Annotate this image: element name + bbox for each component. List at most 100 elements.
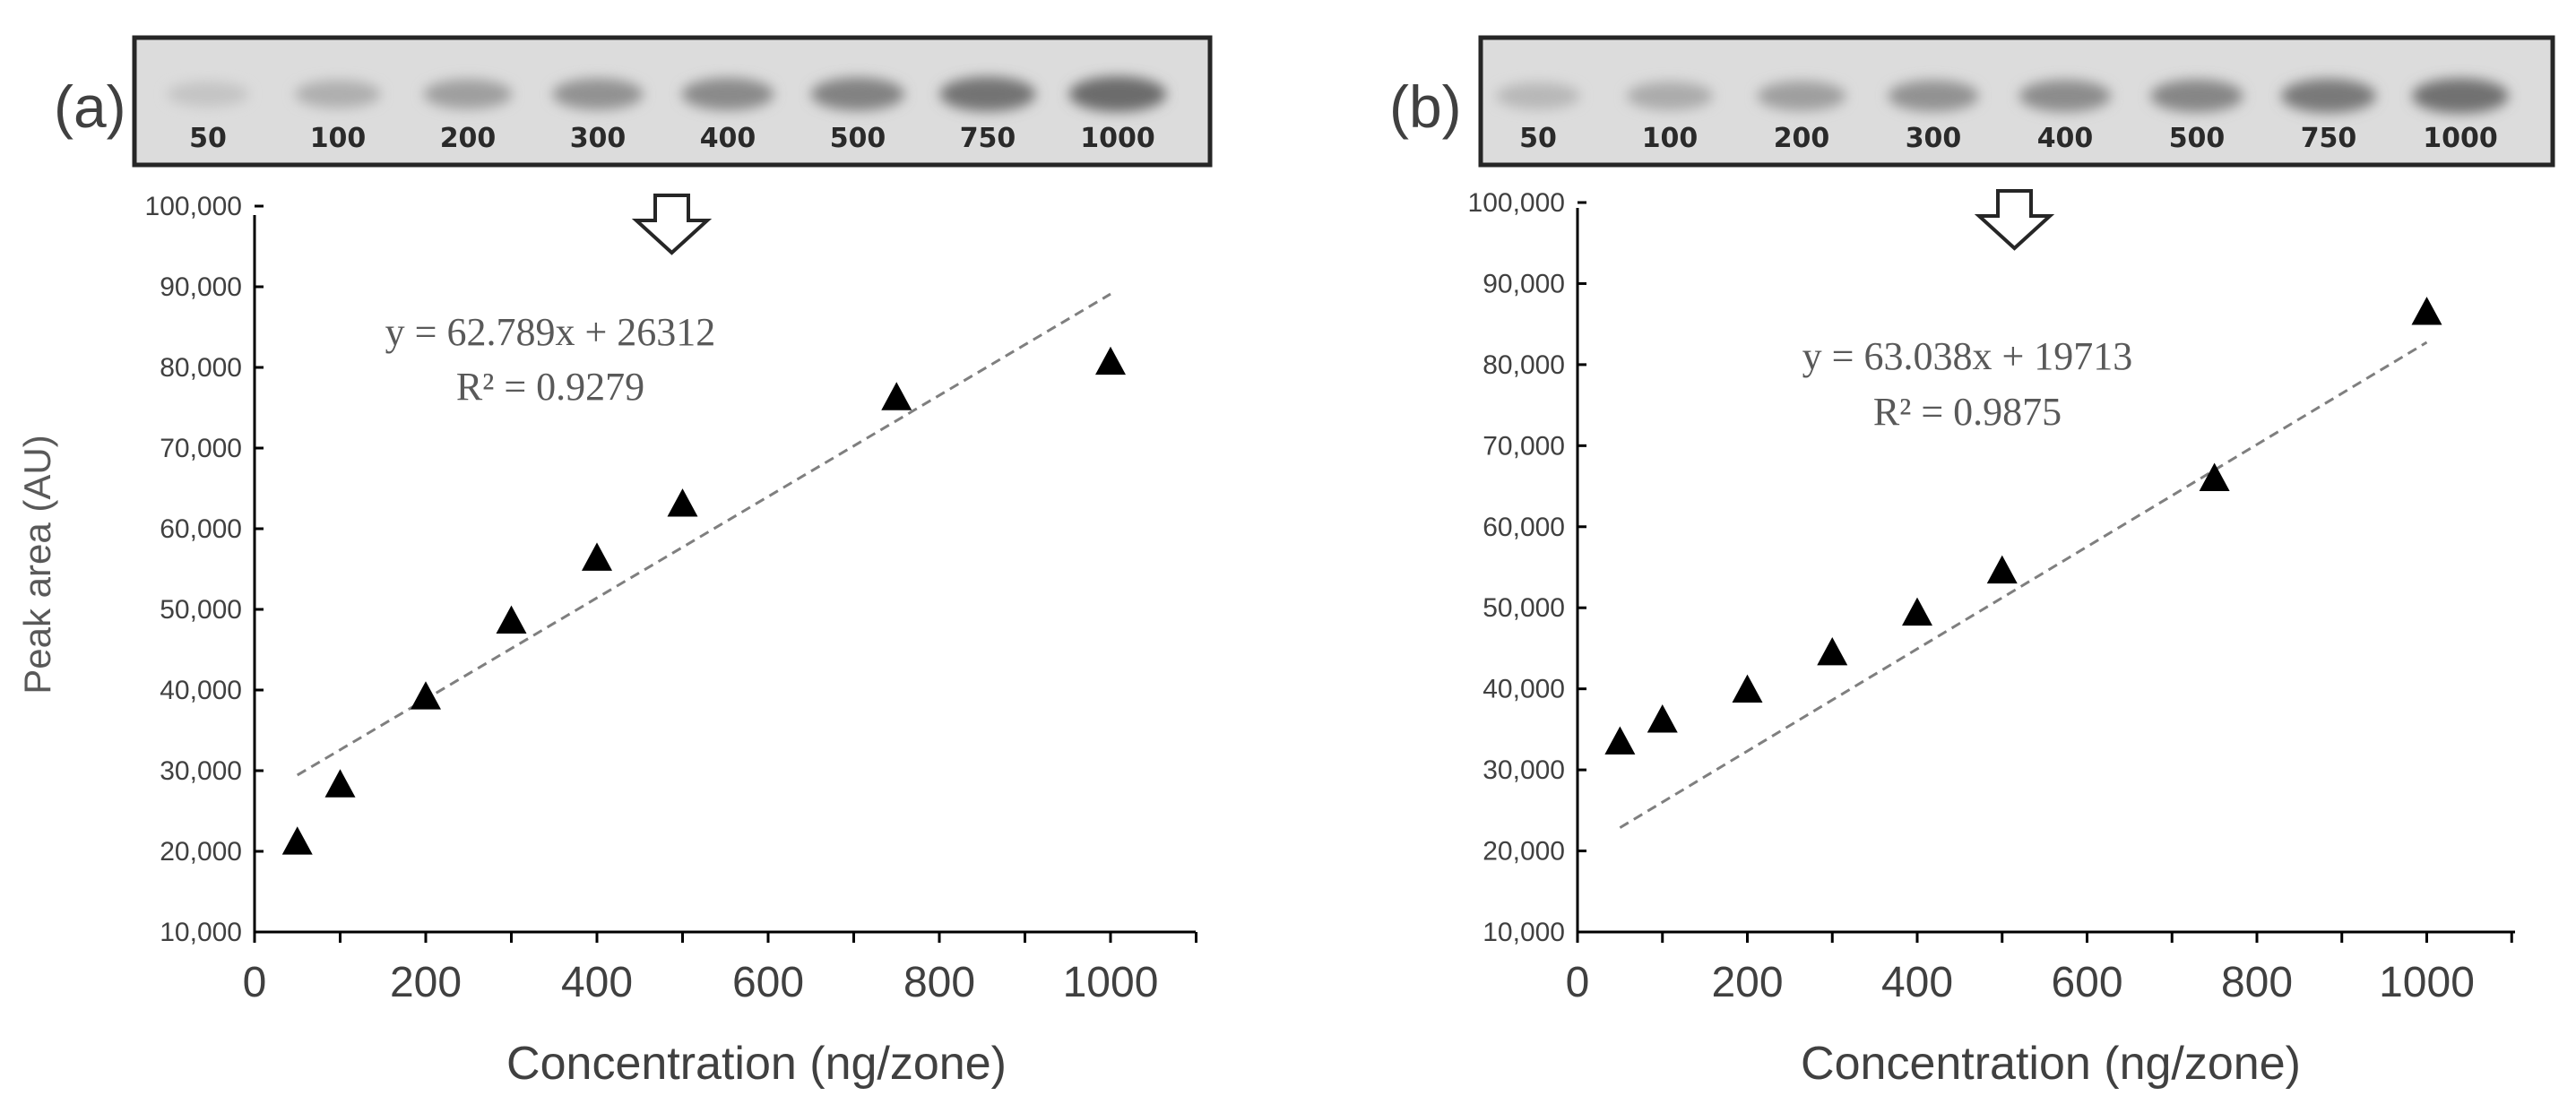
panel-b-gel-band — [2018, 80, 2112, 112]
panel-a-y-tick-label: 30,000 — [160, 756, 242, 786]
panel-a-gel-lane-label: 1000 — [1080, 123, 1155, 154]
panel-a-gel-lane-label: 300 — [570, 123, 627, 154]
panel-a-data-point — [281, 826, 313, 855]
panel-b-x-tick-label: 400 — [1881, 959, 1953, 1006]
panel-b-data-point — [1647, 704, 1678, 733]
panel-a-gel-lane-label: 750 — [960, 123, 1016, 154]
panel-a-x-axis-label: Concentration (ng/zone) — [506, 1038, 1007, 1090]
panel-a: (a) 50 100 200 300 400 500 750 1000 10,000 20,00… — [54, 35, 1213, 1090]
panel-b-gel-band — [1888, 80, 1979, 112]
panel-a-gel-lane-label: 500 — [830, 123, 886, 154]
panel-a-y-tick-label: 20,000 — [160, 837, 242, 867]
panel-b-gel-lane-label: 300 — [1906, 123, 1962, 154]
panel-a-trendline — [296, 292, 1111, 777]
panel-b-x-tick-label: 1000 — [2379, 959, 2475, 1006]
panel-b-y-tick-label: 20,000 — [1482, 837, 1565, 867]
panel-b-data-point — [2411, 297, 2442, 325]
panel-b-gel-band — [2281, 79, 2376, 113]
panel-b-label: (b) — [1389, 73, 1462, 140]
panel-a-gel-frame — [132, 35, 1213, 168]
panel-a-y-tick-label: 100,000 — [145, 192, 242, 221]
panel-a-data-point — [881, 382, 912, 410]
panel-b-gel-lane-label: 750 — [2301, 123, 2357, 154]
panel-b-x-tick-label: 800 — [2221, 959, 2293, 1006]
panel-a-y-tick-label: 40,000 — [160, 676, 242, 705]
panel-a-x-tick-label: 0 — [243, 959, 267, 1006]
panel-a-x-tick-label: 800 — [903, 959, 975, 1006]
panel-a-gel-band — [939, 76, 1036, 112]
panel-a-gel-lane-label: 50 — [189, 123, 227, 154]
panel-a-y-tick-label: 90,000 — [160, 272, 242, 302]
panel-b-data-point — [1732, 674, 1763, 703]
panel-a-x-tick-label: 600 — [732, 959, 804, 1006]
panel-b-gel-lane-label: 500 — [2169, 123, 2226, 154]
panel-a-y-tick-label: 60,000 — [160, 514, 242, 544]
y-axis-label: Peak area (AU) — [16, 435, 58, 694]
panel-a-data-point — [324, 769, 356, 798]
panel-b-data-point — [1902, 597, 1932, 626]
panel-b-trendline — [1619, 341, 2428, 829]
panel-a-gel-band — [552, 78, 644, 110]
panel-b-y-tick-label: 60,000 — [1482, 513, 1565, 542]
panel-a-data-point — [496, 605, 527, 634]
panel-a-y-tick-label: 80,000 — [160, 353, 242, 383]
panel-a-label: (a) — [54, 73, 126, 140]
panel-b-data-point — [1604, 726, 1636, 755]
panel-a-down-arrow-icon — [631, 194, 713, 255]
panel-b-y-tick-label: 80,000 — [1482, 350, 1565, 380]
panel-b: (b) 50 100 200 300 400 500 750 1000 10,000 20,00… — [1389, 35, 2555, 1090]
panel-a-gel-lane-label: 100 — [310, 123, 367, 154]
panel-b-x-tick-label: 0 — [1566, 959, 1590, 1006]
panel-b-y-tick-label: 100,000 — [1468, 188, 1565, 218]
panel-b-y-tick-label: 10,000 — [1482, 918, 1565, 947]
panel-a-y-tick-label: 50,000 — [160, 595, 242, 625]
panel-b-gel-lane-label: 200 — [1774, 123, 1830, 154]
panel-a-x-tick-label: 200 — [390, 959, 462, 1006]
panel-b-equation: y = 63.038x + 19713 — [1802, 334, 2133, 378]
panel-b-data-point — [1986, 555, 2018, 584]
panel-b-gel-lane-label: 100 — [1642, 123, 1699, 154]
panel-b-down-arrow-icon — [1974, 189, 2055, 251]
panel-a-gel-band — [167, 81, 249, 108]
panel-a-data-point — [582, 542, 612, 571]
panel-b-y-tick-label: 90,000 — [1482, 269, 1565, 298]
panel-b-gel-lane-label: 400 — [2037, 123, 2094, 154]
panel-a-x-tick-label: 1000 — [1063, 959, 1159, 1006]
panel-a-y-tick-label: 70,000 — [160, 434, 242, 463]
panel-a-gel-band — [681, 78, 774, 110]
panel-a-data-point — [411, 681, 441, 710]
panel-b-x-axis-label: Concentration (ng/zone) — [1801, 1038, 2301, 1090]
panel-b-data-point — [1817, 636, 1848, 666]
panel-a-plot: 10,000 20,000 30,000 40,000 50,000 60,000 70,0… — [145, 192, 1197, 1006]
panel-a-gel-lane-label: 400 — [700, 123, 756, 154]
panel-b-gel-band — [1626, 82, 1714, 110]
panel-b-gel-image: 50 100 200 300 400 500 750 1000 — [1478, 35, 2555, 168]
panel-a-gel-band — [423, 79, 513, 109]
panel-a-y-tick-label: 10,000 — [160, 918, 242, 947]
panel-b-gel-band — [1496, 82, 1580, 109]
panel-b-x-tick-label: 200 — [1711, 959, 1783, 1006]
panel-b-y-tick-label: 70,000 — [1482, 431, 1565, 461]
panel-a-gel-lane-label: 200 — [440, 123, 497, 154]
panel-b-data-point — [2199, 462, 2230, 491]
panel-b-gel-lane-label: 50 — [1519, 123, 1557, 154]
panel-a-gel-band — [1068, 76, 1167, 112]
panel-b-gel-band — [2150, 79, 2243, 113]
panel-a-data-point — [667, 488, 698, 517]
panel-b-y-tick-label: 30,000 — [1482, 755, 1565, 785]
panel-a-gel-band — [810, 77, 905, 111]
panel-b-plot: 10,000 20,000 30,000 40,000 50,000 60,000 70,0… — [1468, 188, 2515, 1006]
panel-b-gel-lane-label: 1000 — [2423, 123, 2498, 154]
panel-a-r-squared: R² = 0.9279 — [456, 365, 644, 409]
panel-b-x-tick-label: 600 — [2051, 959, 2122, 1006]
panel-b-gel-band — [1757, 81, 1846, 111]
panel-b-y-tick-label: 50,000 — [1482, 593, 1565, 623]
panel-a-data-point — [1095, 346, 1126, 375]
panel-a-gel-image: 50 100 200 300 400 500 750 1000 — [132, 35, 1213, 168]
panel-b-y-tick-label: 40,000 — [1482, 675, 1565, 704]
panel-a-x-tick-label: 400 — [561, 959, 633, 1006]
panel-a-gel-band — [295, 80, 381, 108]
panel-b-r-squared: R² = 0.9875 — [1873, 390, 2062, 434]
panel-a-equation: y = 62.789x + 26312 — [385, 310, 716, 354]
